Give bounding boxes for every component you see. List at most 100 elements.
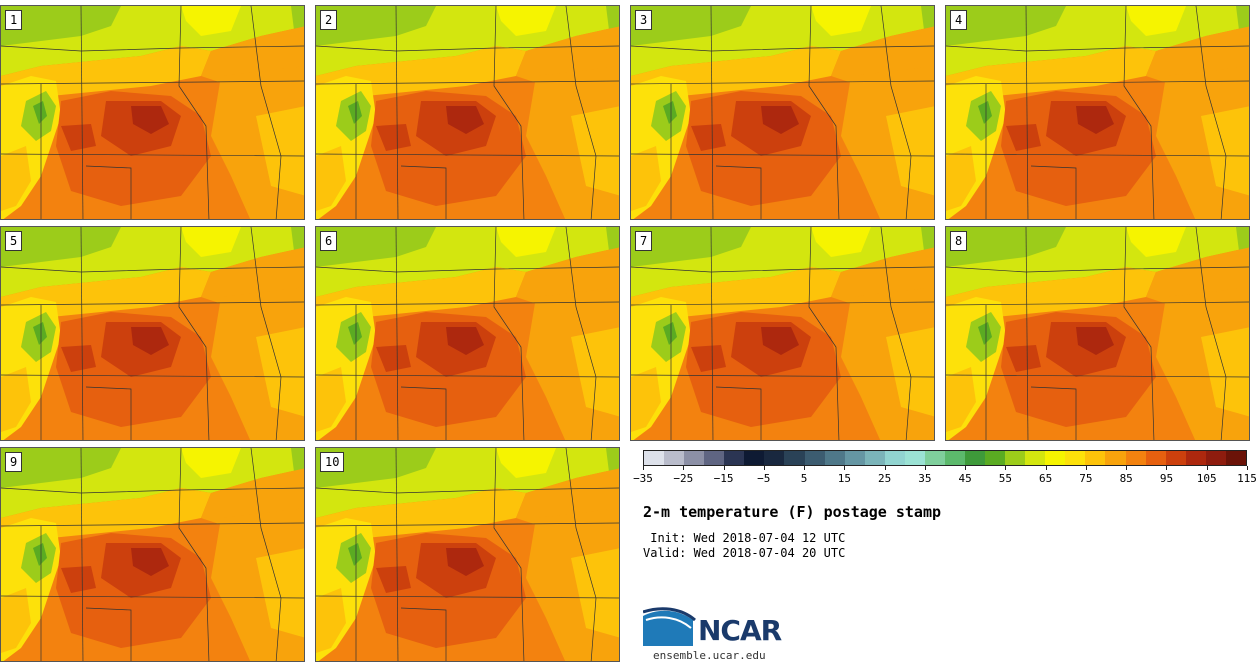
colorbar-tick-label: −5	[757, 472, 771, 485]
colorbar-tick	[723, 466, 725, 470]
ncar-logo-text: NCAR	[698, 614, 782, 647]
colorbar-cell	[684, 451, 705, 465]
stamp-panel-5[interactable]: 5	[0, 226, 305, 441]
colorbar-cell	[744, 451, 765, 465]
colorbar-cell	[1045, 451, 1066, 465]
colorbar-tick-label: −25	[673, 472, 694, 485]
colorbar-tick	[643, 466, 644, 470]
colorbar-cell	[1025, 451, 1046, 465]
colorbar-cell	[764, 451, 785, 465]
stamp-panel-3[interactable]: 3	[630, 5, 935, 220]
colorbar-cell	[844, 451, 865, 465]
temperature-map	[1, 448, 304, 661]
stamp-panel-4[interactable]: 4	[945, 5, 1250, 220]
member-number: 4	[950, 10, 968, 30]
colorbar-tick-label: 95	[1159, 472, 1174, 485]
colorbar-cell	[1005, 451, 1026, 465]
stamp-panel-10[interactable]: 10	[315, 447, 620, 662]
colorbar-tick	[1166, 466, 1168, 470]
temperature-map	[631, 6, 934, 219]
colorbar-cell	[985, 451, 1006, 465]
temperature-map	[316, 6, 619, 219]
member-number: 1	[5, 10, 23, 30]
valid-time: Valid: Wed 2018-07-04 20 UTC	[643, 546, 846, 560]
colorbar-cell	[1165, 451, 1186, 465]
colorbar-cell	[904, 451, 925, 465]
stamp-panel-9[interactable]: 9	[0, 447, 305, 662]
colorbar-cell	[1225, 451, 1246, 465]
colorbar-tick-label: 45	[958, 472, 972, 485]
stamp-panel-8[interactable]: 8	[945, 226, 1250, 441]
colorbar-cell	[1085, 451, 1106, 465]
temperature-map	[1, 6, 304, 219]
colorbar-tick-label: −15	[713, 472, 734, 485]
colorbar-tick-label: 55	[998, 472, 1013, 485]
colorbar-tick	[1005, 466, 1007, 470]
member-number: 10	[320, 452, 345, 472]
colorbar-tick	[763, 466, 765, 470]
colorbar-cell	[1125, 451, 1146, 465]
colorbar-tick-label: 85	[1119, 472, 1133, 485]
colorbar-tick-label: 35	[918, 472, 932, 485]
colorbar-tick	[965, 466, 967, 470]
colorbar-tick-label: 25	[877, 472, 892, 485]
colorbar-cell	[644, 451, 665, 465]
colorbar-tick	[1247, 466, 1248, 470]
colorbar-tick-label: 5	[800, 472, 808, 485]
colorbar-cell	[864, 451, 885, 465]
colorbar-cell	[824, 451, 845, 465]
colorbar-cell	[1185, 451, 1206, 465]
member-number: 2	[320, 10, 338, 30]
chart-title: 2-m temperature (F) postage stamp	[643, 503, 942, 521]
member-number: 5	[5, 231, 23, 251]
colorbar-cell	[1105, 451, 1126, 465]
colorbar-cell	[1145, 451, 1166, 465]
colorbar-tick	[884, 466, 886, 470]
init-time: Init: Wed 2018-07-04 12 UTC	[643, 531, 846, 545]
temperature-map	[316, 227, 619, 440]
colorbar-tick	[1085, 466, 1087, 470]
colorbar-cell	[784, 451, 805, 465]
colorbar-labels: −35 −25 −15 −5 5 15 25 35 45 55 65 75 85 95 105 115	[633, 472, 1257, 486]
colorbar-tick	[804, 466, 806, 470]
temperature-map	[946, 227, 1249, 440]
colorbar-tick-label: 115	[1237, 472, 1257, 485]
member-number: 8	[950, 231, 968, 251]
stamp-panel-6[interactable]: 6	[315, 226, 620, 441]
colorbar-tick-label: 65	[1039, 472, 1053, 485]
stamp-panel-1[interactable]: 1	[0, 5, 305, 220]
colorbar-tick-label: 75	[1079, 472, 1093, 485]
colorbar-cell	[1065, 451, 1086, 465]
temperature-colorbar	[643, 450, 1247, 466]
temperature-map	[316, 448, 619, 661]
colorbar-cell	[1205, 451, 1226, 465]
member-number: 6	[320, 231, 338, 251]
temperature-map	[946, 6, 1249, 219]
colorbar-cell	[664, 451, 685, 465]
colorbar-cell	[944, 451, 965, 465]
member-number: 7	[635, 231, 653, 251]
colorbar-ticks	[643, 466, 1248, 470]
stamp-panel-2[interactable]: 2	[315, 5, 620, 220]
colorbar-tick-label: −35	[633, 472, 653, 485]
temperature-map	[1, 227, 304, 440]
colorbar-tick	[1126, 466, 1128, 470]
member-number: 9	[5, 452, 23, 472]
colorbar-tick	[1206, 466, 1208, 470]
colorbar-cell	[804, 451, 825, 465]
colorbar-tick	[1045, 466, 1047, 470]
temperature-map	[631, 227, 934, 440]
colorbar-cell	[704, 451, 725, 465]
colorbar-tick	[683, 466, 685, 470]
colorbar-cell	[924, 451, 945, 465]
colorbar-cell	[965, 451, 986, 465]
member-number: 3	[635, 10, 653, 30]
ncar-logo-icon[interactable]	[643, 606, 793, 650]
colorbar-cell	[724, 451, 745, 465]
colorbar-tick	[924, 466, 926, 470]
colorbar-tick-label: 15	[837, 472, 851, 485]
ncar-url[interactable]: ensemble.ucar.edu	[653, 649, 766, 662]
colorbar-cell	[884, 451, 905, 465]
colorbar-tick-label: 105	[1196, 472, 1217, 485]
stamp-panel-7[interactable]: 7	[630, 226, 935, 441]
